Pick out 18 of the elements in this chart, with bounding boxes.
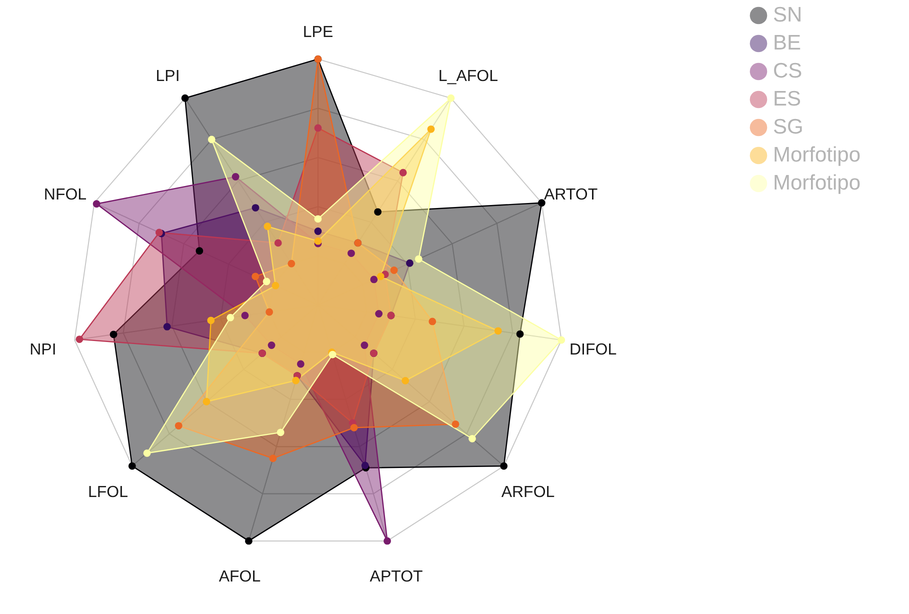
legend-label: CS (773, 60, 802, 82)
spoke-label: AFOL (218, 568, 261, 586)
legend-label: Morfotipo (773, 172, 861, 194)
spoke-label: LPE (302, 24, 334, 42)
spoke-label: NFOL (44, 186, 87, 204)
legend-label: SG (773, 116, 804, 138)
spoke-label: LPI (156, 68, 180, 86)
spoke-label: LFOL (88, 484, 128, 501)
spoke-label: ARFOL (501, 484, 555, 501)
spoke-label: APTOT (370, 568, 424, 586)
legend-label: Morfotipo (773, 144, 861, 166)
spoke-label: ARTOT (544, 186, 598, 204)
legend-label: SN (773, 4, 802, 26)
spoke-label: DIFOL (569, 341, 617, 358)
legend-label: ES (773, 88, 802, 110)
legend-label: BE (773, 32, 802, 54)
spoke-label: NPI (30, 341, 56, 358)
spoke-label: L_AFOL (438, 68, 498, 86)
